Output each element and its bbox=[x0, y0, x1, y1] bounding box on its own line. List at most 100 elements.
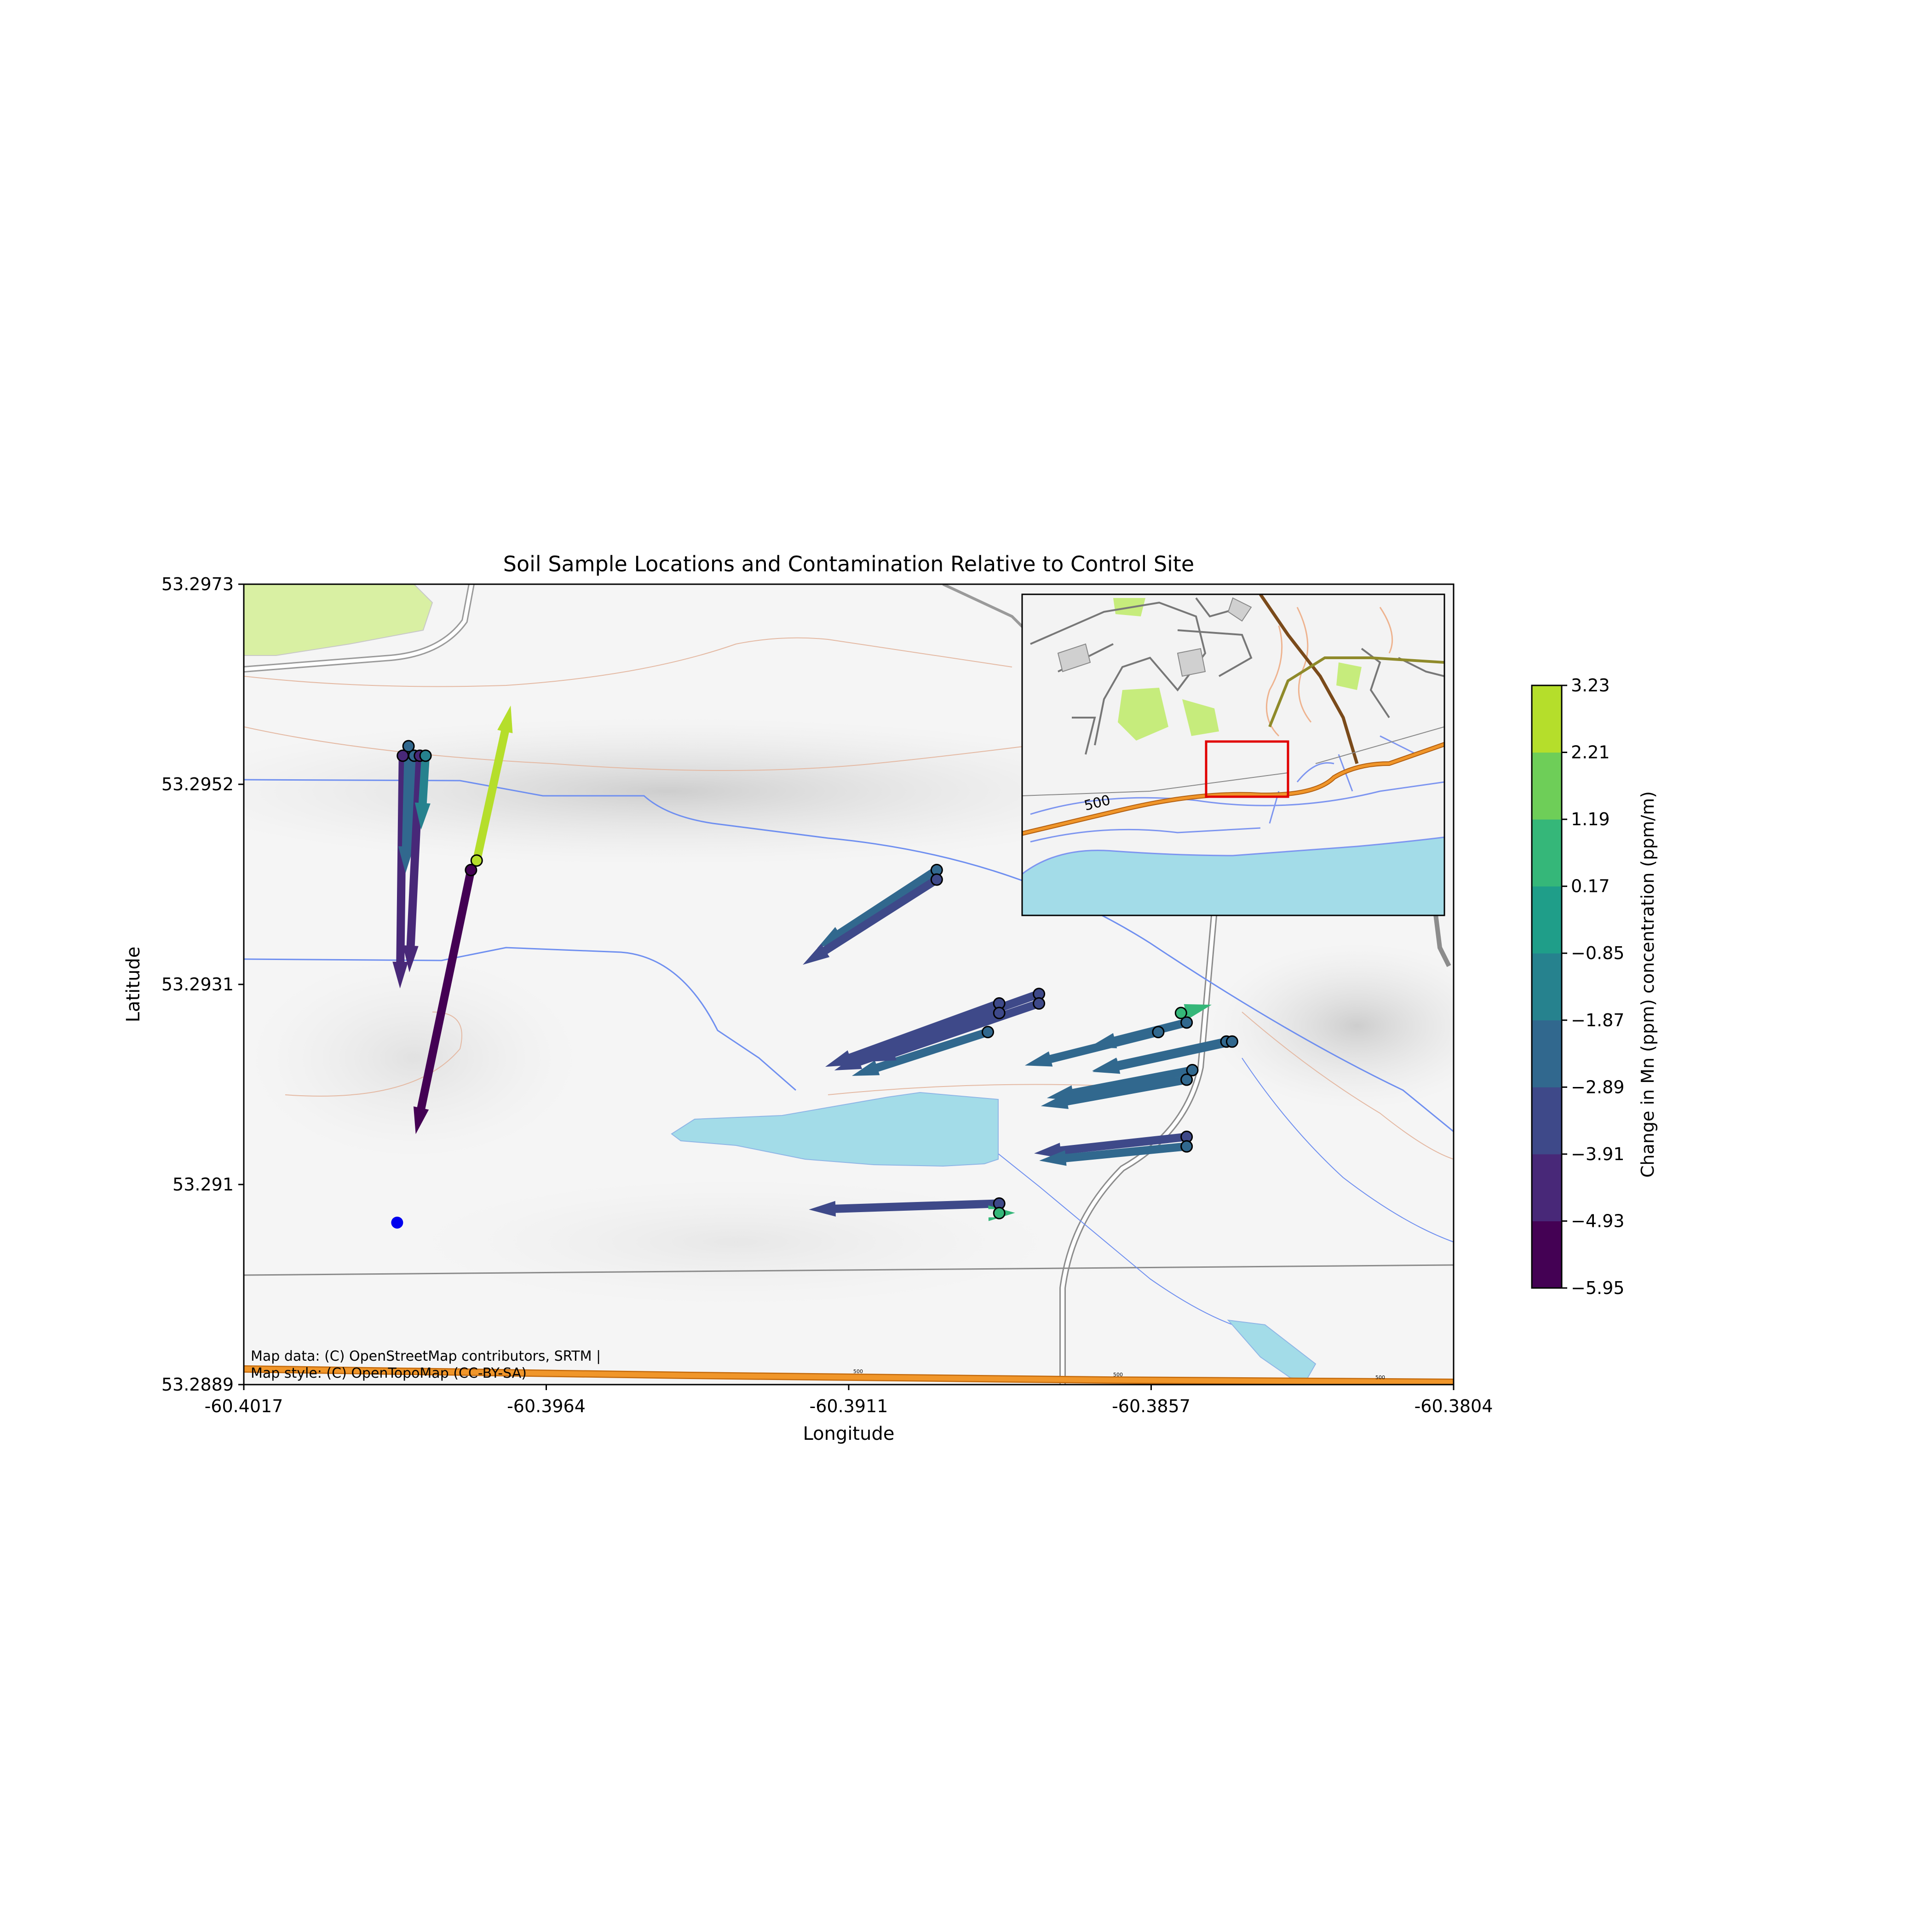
y-tick-label: 53.2931 bbox=[161, 974, 234, 995]
inset-main-road bbox=[1259, 594, 1359, 765]
road-east-edge bbox=[1433, 910, 1451, 967]
colorbar-tick-label: −0.85 bbox=[1571, 943, 1624, 963]
colorbar-tick-label: 1.19 bbox=[1571, 809, 1610, 829]
gradient-arrow bbox=[1024, 1028, 1160, 1067]
colorbar-tick-label: 2.21 bbox=[1571, 742, 1610, 763]
inset-secondary-road bbox=[1268, 656, 1444, 728]
inset-location-frame bbox=[1205, 740, 1289, 798]
gradient-arrow bbox=[1039, 1142, 1187, 1166]
y-axis-label: Latitude bbox=[123, 947, 144, 1023]
hillshade-ridge bbox=[244, 718, 1173, 865]
colorbar-tick-label: −1.87 bbox=[1571, 1010, 1624, 1030]
contour-line-4 bbox=[1242, 1012, 1454, 1160]
colorbar-segment bbox=[1532, 685, 1562, 753]
gradient-arrow bbox=[1046, 1066, 1193, 1101]
sample-point bbox=[930, 873, 943, 886]
colorbar-label: Change in Mn (ppm) concentration (ppm/m) bbox=[1638, 791, 1658, 1178]
colorbar-segment bbox=[1532, 886, 1562, 954]
sample-point bbox=[1180, 1140, 1193, 1153]
gradient-arrow bbox=[803, 876, 939, 965]
inset-streams bbox=[1030, 735, 1444, 843]
inset-highway-fill bbox=[1022, 743, 1444, 835]
road-northwest-fill bbox=[244, 584, 473, 671]
highway-fill bbox=[244, 1366, 1454, 1385]
colorbar-segment bbox=[1532, 1020, 1562, 1087]
gradient-arrow bbox=[414, 755, 431, 830]
colorbar-tick-label: −2.89 bbox=[1571, 1077, 1624, 1097]
sample-point bbox=[1180, 1016, 1193, 1029]
sample-point bbox=[1152, 1026, 1165, 1039]
gradient-arrow bbox=[413, 869, 475, 1134]
colorbar-segment bbox=[1532, 752, 1562, 820]
colorbar-segment bbox=[1532, 819, 1562, 887]
x-axis-label: Longitude bbox=[803, 1423, 895, 1444]
hillshade-east bbox=[1210, 943, 1454, 1109]
x-tick-label: -60.4017 bbox=[205, 1396, 283, 1416]
stream-middle bbox=[244, 947, 796, 1091]
sample-point bbox=[1033, 997, 1046, 1010]
sample-point bbox=[1180, 1073, 1193, 1086]
colorbar-tick-label: −3.91 bbox=[1571, 1144, 1624, 1164]
colorbar-tick-label: 0.17 bbox=[1571, 876, 1610, 897]
contour-label: 500 bbox=[853, 1368, 863, 1374]
x-tick-label: -60.3964 bbox=[507, 1396, 586, 1416]
inset-river bbox=[1022, 836, 1444, 915]
y-tick-label: 53.2973 bbox=[161, 574, 234, 594]
contour-label: 500 bbox=[1113, 1372, 1123, 1378]
sample-point bbox=[465, 863, 477, 876]
sample-point bbox=[419, 749, 432, 762]
gradient-arrow bbox=[825, 1000, 1001, 1067]
sample-point bbox=[1174, 1006, 1187, 1019]
colorbar-tick-label: 3.23 bbox=[1571, 675, 1610, 696]
stream-lower bbox=[993, 1150, 1233, 1325]
contour-label: 500 bbox=[1375, 1374, 1385, 1380]
sample-point bbox=[993, 1006, 1006, 1019]
vegetation-patch bbox=[244, 584, 433, 656]
inset-map: 500 bbox=[1021, 593, 1445, 916]
inset-green-area bbox=[1182, 699, 1219, 736]
sample-point bbox=[1186, 1064, 1199, 1076]
x-tick-label: -60.3911 bbox=[810, 1396, 888, 1416]
sample-arrows bbox=[392, 705, 1233, 1221]
road-south-branch-fill bbox=[1061, 910, 1216, 1385]
inset-buildings bbox=[1057, 597, 1252, 677]
hillshade-south bbox=[414, 1178, 1058, 1306]
sample-point bbox=[982, 1026, 995, 1039]
power-line bbox=[244, 1264, 1454, 1276]
colorbar-segment bbox=[1532, 953, 1562, 1021]
colorbar-frame bbox=[1531, 684, 1563, 1289]
hillshade-west bbox=[248, 957, 580, 1159]
gradient-arrow bbox=[1092, 1037, 1233, 1074]
contour-line-2 bbox=[244, 726, 1104, 771]
colorbar-tick-label: −4.93 bbox=[1571, 1211, 1624, 1231]
colorbar-segment bbox=[1532, 1087, 1562, 1155]
y-tick-label: 53.2889 bbox=[161, 1374, 234, 1395]
y-axis: 53.2973 53.2952 53.2931 53.291 53.2889 bbox=[161, 574, 244, 1395]
x-tick-label: -60.3804 bbox=[1414, 1396, 1493, 1416]
gradient-arrow bbox=[852, 1028, 989, 1076]
x-tick-label: -60.3857 bbox=[1112, 1396, 1190, 1416]
gradient-arrow bbox=[1180, 1004, 1212, 1019]
gradient-arrow bbox=[1034, 1133, 1187, 1159]
contour-line-3 bbox=[285, 1012, 462, 1097]
sample-point bbox=[993, 1207, 1006, 1219]
colorbar-tick-label: −5.95 bbox=[1571, 1278, 1624, 1298]
gradient-arrow bbox=[809, 1199, 1000, 1217]
inset-green-area bbox=[1118, 688, 1168, 741]
attribution-line-1: Map data: (C) OpenStreetMap contributors… bbox=[251, 1348, 601, 1364]
gradient-arrow bbox=[817, 866, 939, 949]
inset-green-area bbox=[1336, 662, 1362, 690]
inset-frame bbox=[1021, 593, 1445, 916]
y-tick-label: 53.2952 bbox=[161, 774, 234, 794]
gradient-arrow bbox=[472, 705, 513, 862]
colorbar: 3.23 2.21 1.19 0.17 −0.85 −1.87 −2.89 −3.91 −4.9… bbox=[1531, 675, 1624, 1298]
x-axis: -60.4017 -60.3964 -60.3911 -60.3857 -60.3804 bbox=[205, 1385, 1493, 1416]
chart-title: Soil Sample Locations and Contamination … bbox=[503, 552, 1194, 576]
contour-line-5 bbox=[828, 1084, 1104, 1095]
inset-power-line bbox=[1022, 726, 1444, 796]
gradient-arrow bbox=[1041, 1075, 1188, 1109]
control-site-marker bbox=[391, 1216, 403, 1229]
attribution-line-2: Map style: (C) OpenTopoMap (CC-BY-SA) bbox=[251, 1365, 527, 1381]
y-tick-label: 53.291 bbox=[172, 1174, 234, 1195]
